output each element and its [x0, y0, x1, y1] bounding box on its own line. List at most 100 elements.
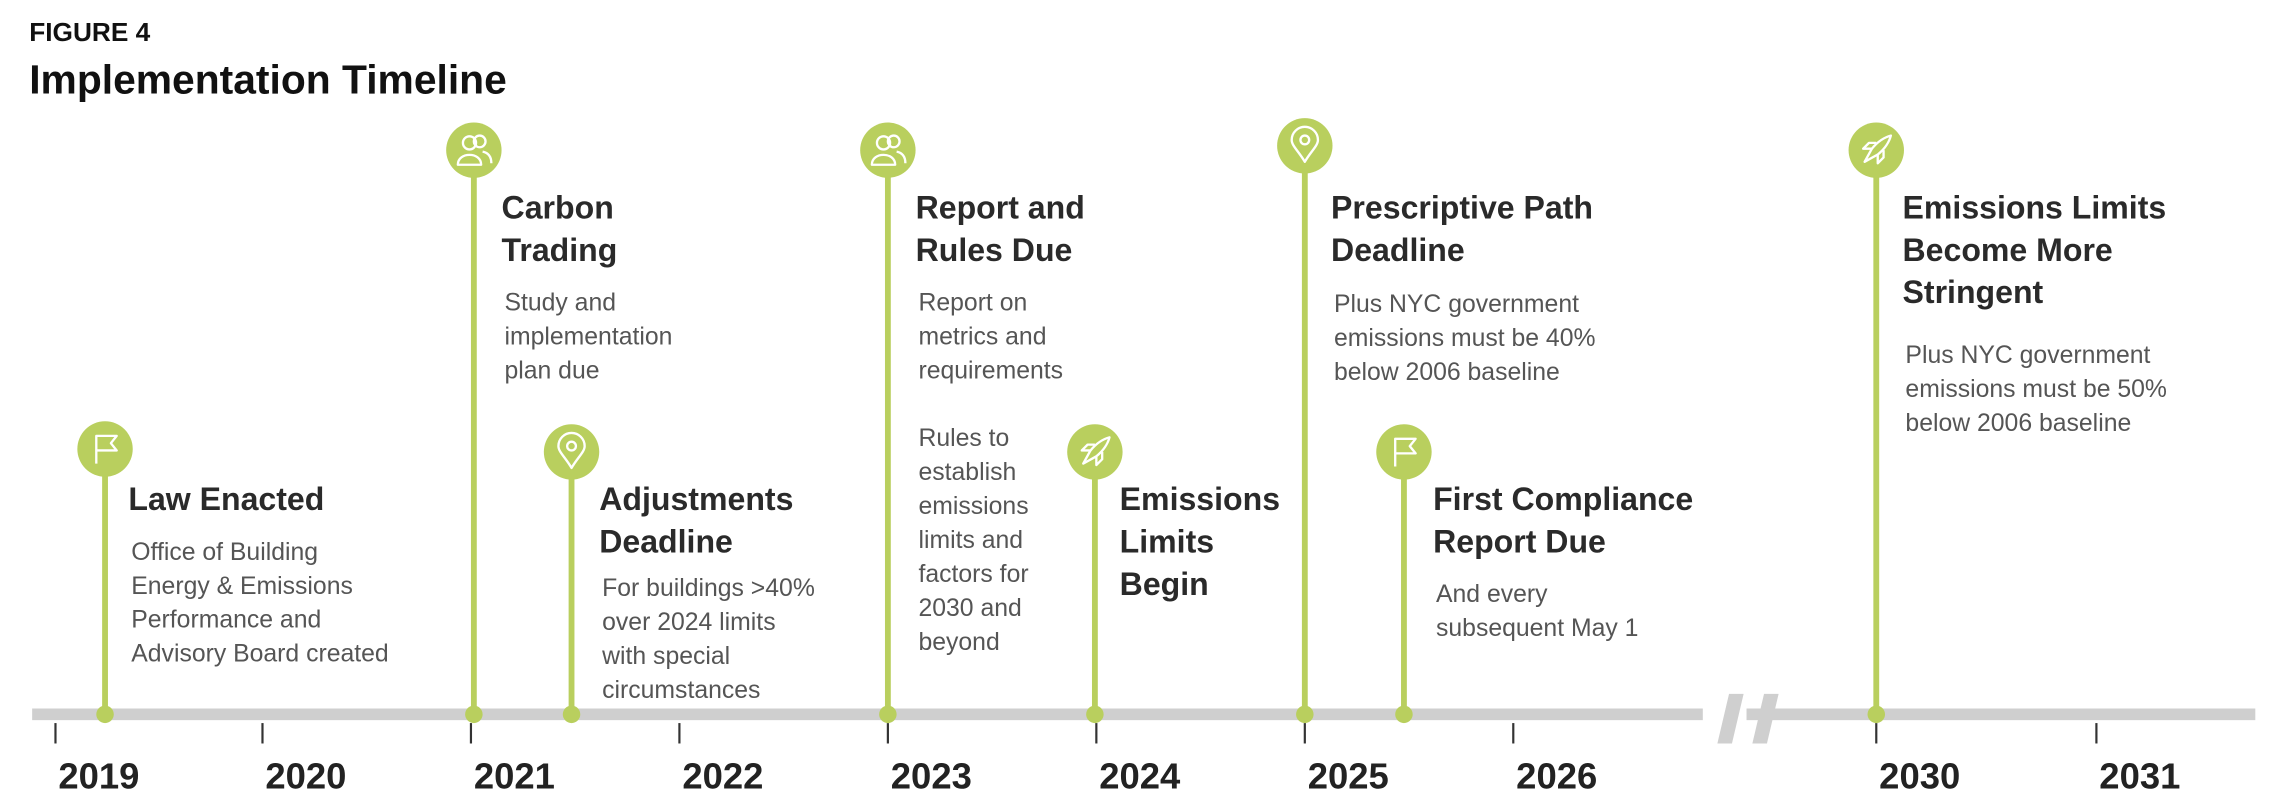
timeline-event: Adjustments Deadline For buildings >40% ove…	[543, 424, 815, 724]
people-icon-head	[472, 134, 487, 149]
timeline-event: Carbon Trading Study and implementation plan…	[446, 122, 672, 724]
flag-icon	[95, 434, 118, 464]
event-marker	[543, 424, 600, 480]
event-description: 2030 and	[918, 595, 1021, 622]
flag-icon	[1394, 437, 1417, 467]
event-description: subsequent May 1	[1436, 615, 1638, 642]
event-description: emissions must be 50%	[1905, 376, 2167, 403]
event-description: plan due	[504, 357, 599, 384]
figure-title: Implementation Timeline	[29, 56, 507, 102]
event-description: Advisory Board created	[131, 641, 388, 668]
event-axis-dot	[1296, 705, 1314, 724]
timeline-event: Report and Rules Due Report on metrics and r…	[860, 122, 1085, 724]
event-description: For buildings >40%	[602, 575, 815, 602]
event-marker	[860, 122, 916, 178]
year-label: 2022	[682, 756, 763, 797]
event-title: Rules Due	[916, 232, 1073, 268]
event-description: Performance and	[131, 607, 321, 634]
event-description: And every	[1436, 581, 1548, 608]
event-description: Energy & Emissions	[131, 573, 353, 600]
event-description: metrics and	[918, 323, 1046, 350]
year-label: 2031	[2099, 756, 2180, 797]
year-label: 2025	[1308, 756, 1389, 797]
timeline-event: Prescriptive Path Deadline Plus NYC govern…	[1277, 118, 1596, 724]
year-label: 2021	[474, 756, 555, 797]
year-label: 2020	[265, 756, 346, 797]
event-description: Study and	[504, 290, 616, 317]
events: Law Enacted Office of Building Energy & Em…	[77, 118, 2167, 724]
event-title: First Compliance	[1433, 481, 1693, 517]
event-description: Plus NYC government	[1905, 342, 2150, 369]
timeline-event: Law Enacted Office of Building Energy & Em…	[77, 421, 389, 724]
event-title: Emissions	[1120, 481, 1280, 517]
event-description: Office of Building	[131, 539, 318, 566]
event-title: Prescriptive Path	[1331, 190, 1593, 226]
event-marker	[1277, 118, 1333, 174]
event-title: Begin	[1120, 566, 1209, 602]
pin-icon	[1290, 125, 1320, 163]
event-axis-dot	[562, 705, 581, 724]
event-title: Trading	[502, 232, 618, 268]
event-description: over 2024 limits	[602, 609, 775, 636]
people-icon-head	[461, 135, 478, 151]
year-label: 2019	[58, 756, 139, 797]
event-axis-dot	[465, 705, 483, 724]
event-description: factors for	[918, 561, 1028, 588]
event-description: limits and	[918, 527, 1023, 554]
timeline-event: Emissions Limits Begin	[1067, 424, 1280, 724]
event-description: circumstances	[602, 677, 760, 704]
pin-icon	[557, 431, 586, 470]
event-axis-dot	[1867, 705, 1886, 724]
rocket-icon	[1861, 134, 1893, 165]
event-marker	[1067, 424, 1123, 480]
event-description: below 2006 baseline	[1905, 410, 2131, 437]
event-axis-dot	[879, 705, 897, 724]
event-description: Rules to	[918, 425, 1009, 452]
event-description: emissions	[918, 493, 1028, 520]
event-description: Report on	[918, 290, 1027, 317]
people-icon-body	[456, 150, 493, 166]
event-marker	[1376, 424, 1432, 480]
event-description: emissions must be 40%	[1334, 325, 1596, 352]
event-description: beyond	[918, 629, 999, 656]
event-description: Plus NYC government	[1334, 291, 1579, 318]
event-title: Deadline	[1331, 232, 1465, 268]
rocket-icon	[1080, 436, 1111, 467]
year-label: 2024	[1099, 756, 1181, 797]
pin-icon-dot	[1299, 134, 1311, 146]
event-title: Emissions Limits	[1903, 190, 2167, 226]
event-description: below 2006 baseline	[1334, 359, 1560, 386]
axis-break	[1702, 693, 1779, 744]
axis-line	[32, 708, 2256, 721]
event-axis-dot	[96, 705, 114, 724]
event-title: Carbon	[502, 190, 614, 226]
event-axis-dot	[1395, 705, 1413, 724]
event-description: establish	[918, 459, 1016, 486]
event-title: Become More	[1903, 232, 2113, 268]
event-description: implementation	[504, 323, 672, 350]
event-title: Adjustments	[599, 481, 793, 517]
year-label: 2026	[1516, 756, 1597, 797]
event-axis-dot	[1086, 705, 1104, 724]
event-description: with special	[601, 643, 730, 670]
event-title: Stringent	[1903, 274, 2044, 310]
people-icon-head	[886, 134, 901, 149]
event-title: Limits	[1120, 524, 1214, 560]
people-icon-body	[870, 150, 907, 166]
event-marker	[446, 122, 502, 178]
event-marker	[1848, 122, 1904, 178]
event-description: requirements	[918, 357, 1063, 384]
event-title: Report and	[916, 190, 1085, 226]
timeline-event: Emissions Limits Become More Stringent Plus…	[1848, 122, 2167, 724]
event-marker	[77, 421, 133, 477]
people-icon-head	[875, 135, 892, 151]
event-title: Report Due	[1433, 524, 1606, 560]
timeline-event: First Compliance Report Due And every subse…	[1376, 424, 1693, 724]
year-label: 2030	[1879, 756, 1960, 797]
event-title: Law Enacted	[128, 481, 324, 517]
year-axis: 2019 2020 2021 2022 2023 2024 2025 2026 2030 2031	[54, 723, 2180, 797]
year-label: 2023	[891, 756, 972, 797]
figure-label: FIGURE 4	[29, 17, 150, 47]
